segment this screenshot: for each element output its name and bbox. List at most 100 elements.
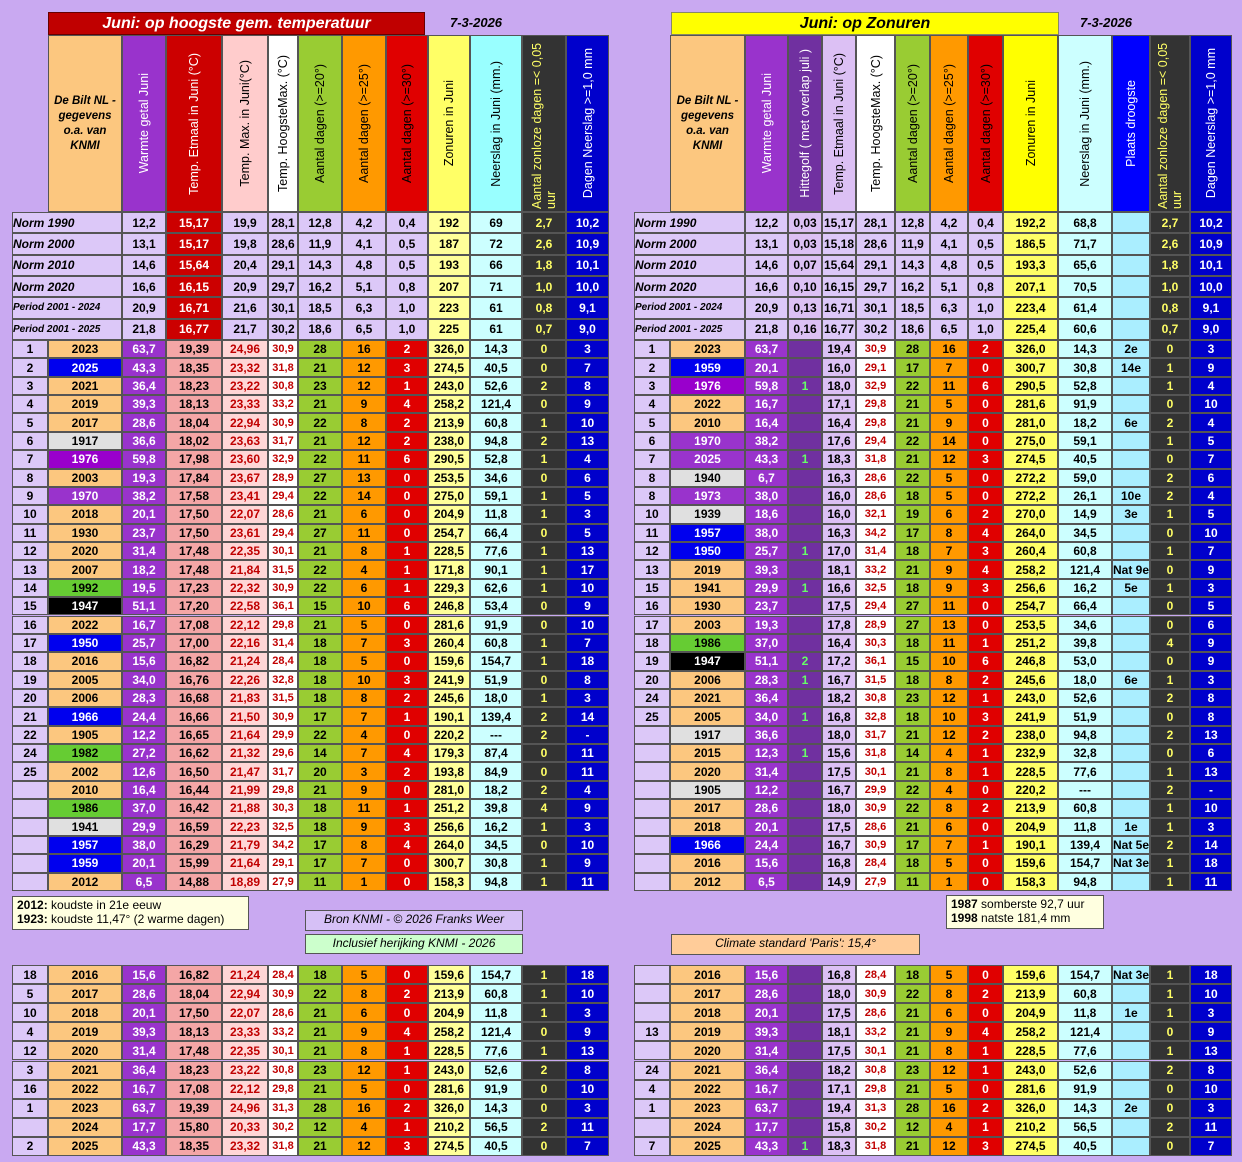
rank: 8 [12,468,48,487]
value: 28,6 [856,1003,895,1023]
norm-value: 29,1 [856,254,895,276]
value: 21,24 [222,965,268,985]
value: 17 [298,854,342,873]
value: 258,2 [1003,1022,1058,1042]
value: 7 [930,835,968,855]
value: 59,1 [470,486,522,506]
value: 2 [1150,835,1190,855]
value: --- [1058,780,1112,800]
value: 28,6 [745,984,788,1004]
value: 10 [1190,1079,1232,1099]
value: Nat 3e [1112,854,1150,873]
value: 7 [566,1136,609,1156]
value [788,725,822,745]
norm-value [1112,297,1150,319]
value: 228,5 [428,542,470,561]
value: 59,0 [1058,468,1112,487]
value [788,965,822,985]
value: 21 [895,1022,930,1042]
value: 0 [522,523,566,543]
norm-value: 28,1 [268,212,298,234]
value: 16,29 [166,835,222,855]
value [788,1079,822,1099]
value: 5 [930,486,968,506]
value: 31,4 [745,1041,788,1061]
value: 28,9 [268,468,298,487]
value: 22 [895,799,930,818]
value [788,1003,822,1023]
value: 10 [566,615,609,634]
value: 1 [1150,376,1190,396]
value: Nat 9e [1112,560,1150,579]
value: 139,4 [1058,835,1112,855]
value: 2 [386,688,428,708]
value: 253,5 [428,468,470,487]
year: 1973 [670,486,745,506]
column-header-text: Aantal zonloze dagen =< 0,05 uur [530,42,558,209]
value: 3 [1190,1098,1232,1118]
norm-value: 16,6 [745,276,788,298]
value: 17,84 [166,468,222,487]
value: 94,8 [470,431,522,451]
rank: 4 [634,395,670,414]
norm-value [1112,233,1150,255]
value: 17,5 [822,817,856,836]
column-header-text: Aantal dagen (>=25°) [357,64,371,183]
value: 40,5 [1058,450,1112,469]
value: 11 [1190,872,1232,891]
value: 18,89 [222,872,268,891]
year: 2022 [48,1079,122,1099]
norm-value: 16,2 [895,276,930,298]
rank: 19 [634,652,670,671]
value: 204,9 [428,505,470,524]
rank: 20 [634,670,670,689]
value: 38,0 [122,835,166,855]
value: 3 [342,762,386,781]
year: 2012 [670,872,745,891]
value: 29,8 [856,395,895,414]
value: 17 [895,835,930,855]
value: 4 [930,744,968,763]
note-text: somberste 92,7 uur [981,897,1085,911]
value: 18,23 [166,1060,222,1080]
norm-value: 9,0 [566,318,609,340]
value: 11 [566,744,609,763]
value: 12 [342,376,386,396]
value: 11 [1190,1117,1232,1137]
value: 238,0 [1003,725,1058,745]
value: 154,7 [470,652,522,671]
column-header: Aantal zonloze dagen =< 0,05 uur [522,35,566,212]
norm-value: 16,15 [166,276,222,298]
value: 12 [930,725,968,745]
value: 1 [522,1003,566,1023]
value: 13 [1190,1041,1232,1061]
rank [12,799,48,818]
rank: 2 [12,1136,48,1156]
value: 7 [342,707,386,726]
value: 29,9 [268,725,298,745]
value: 6 [566,468,609,487]
norm-value: 4,2 [930,212,968,234]
value: 256,6 [428,817,470,836]
value: 32,8 [1058,744,1112,763]
norm-value: 11,9 [298,233,342,255]
value: 22,58 [222,597,268,616]
value: 23,7 [745,597,788,616]
rank: 6 [634,431,670,451]
value: 1 [1150,578,1190,598]
value: 0 [968,1079,1003,1099]
value: 5 [342,965,386,985]
value: 30,9 [268,707,298,726]
value: 1 [522,578,566,598]
value: 5 [342,615,386,634]
year: 2016 [48,965,122,985]
rank [634,780,670,800]
norm-value: 2,6 [1150,233,1190,255]
value: 2 [1150,688,1190,708]
value: 30,3 [856,633,895,653]
value [788,872,822,891]
value: 0 [1150,1022,1190,1042]
value: 60,8 [470,413,522,432]
value: 213,9 [1003,799,1058,818]
